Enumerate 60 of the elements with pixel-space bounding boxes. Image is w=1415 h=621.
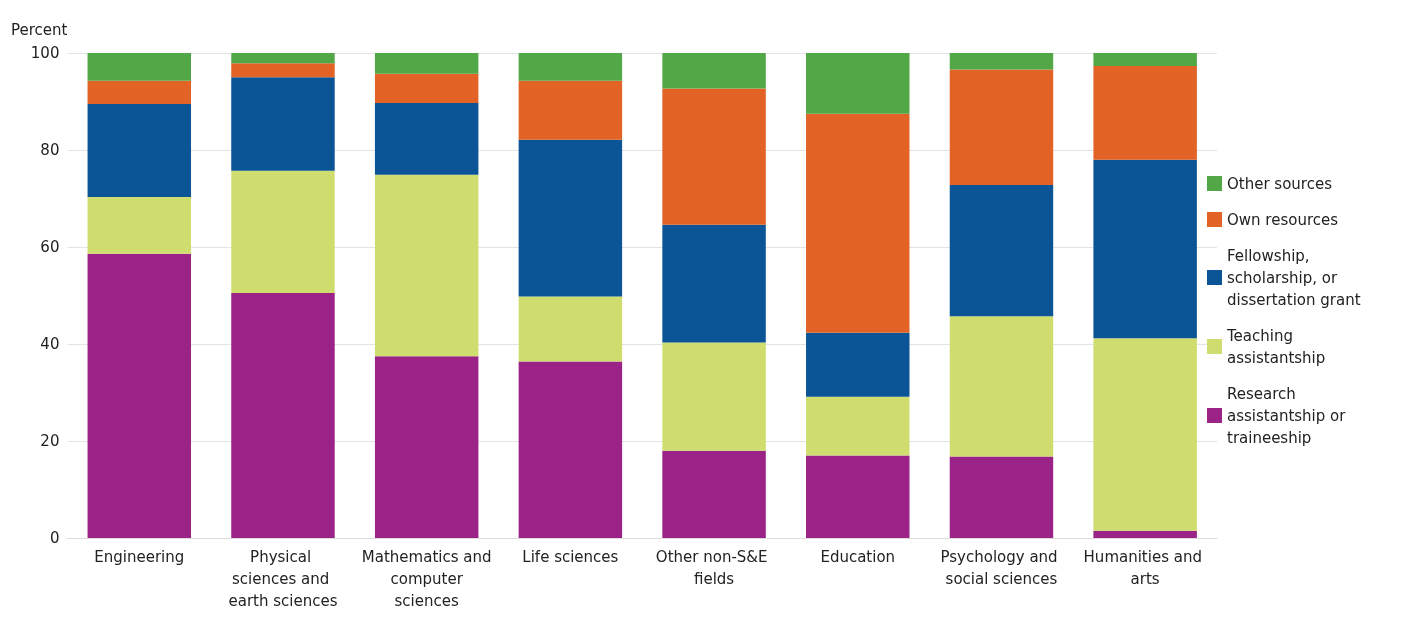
legend-label: Other sources [1227,174,1333,193]
bar [949,69,1054,185]
bar [87,53,192,81]
bar [1093,530,1197,538]
x-tick-label: Engineering [94,548,185,566]
bar [662,450,766,538]
bar [949,456,1054,538]
bar [374,102,479,175]
bar [231,170,335,294]
bar [662,224,766,343]
x-tick-label: Physical sciences and earth sciences [228,548,338,610]
bar [949,184,1054,317]
bar [231,293,335,538]
bar [87,103,192,198]
bar [231,63,335,78]
bar [518,361,623,538]
x-tick-label: Psychology and social sciences [940,548,1063,588]
x-tick-label: Mathematics and computer sciences [361,548,492,610]
bar [374,174,479,357]
bar [374,53,479,74]
x-tick-label: Life sciences [522,548,619,566]
y-tick-label: 20 [40,432,60,450]
bar [806,113,910,333]
y-tick-label: 60 [40,238,60,256]
bar [87,80,192,104]
bar [1093,159,1197,339]
legend-label: Own resources [1227,210,1339,229]
bar [662,342,766,451]
bar [1093,53,1197,67]
y-tick-label: 0 [49,529,60,547]
bar [231,77,335,171]
bar [662,53,766,89]
bar [87,253,192,538]
bar [87,197,192,254]
bar [1093,338,1197,531]
y-tick-label: 100 [30,44,60,62]
bar [806,455,910,538]
legend-label: Teaching assistantship [1226,326,1326,367]
bar [231,53,335,64]
bar [518,296,623,362]
legend-label: Research assistantship or traineeship [1227,384,1351,447]
x-tick-label: Humanities and arts [1083,548,1207,588]
y-tick-label: 40 [40,335,60,353]
bar [806,332,910,397]
bar [662,88,766,225]
bar [806,396,910,456]
y-axis-title: Percent [10,20,68,39]
bar [1093,66,1197,160]
bar [518,139,623,297]
y-tick-label: 80 [40,141,60,159]
bar [949,53,1054,70]
bar [518,53,623,81]
x-tick-label: Other non-S&E fields [655,548,773,588]
bar [949,316,1054,457]
bar [518,80,623,140]
x-tick-label: Education [820,548,896,566]
bar [806,53,910,114]
legend-label: Fellowship, scholarship, or dissertation grant [1227,246,1361,309]
bar [374,73,479,103]
bar [374,356,479,538]
